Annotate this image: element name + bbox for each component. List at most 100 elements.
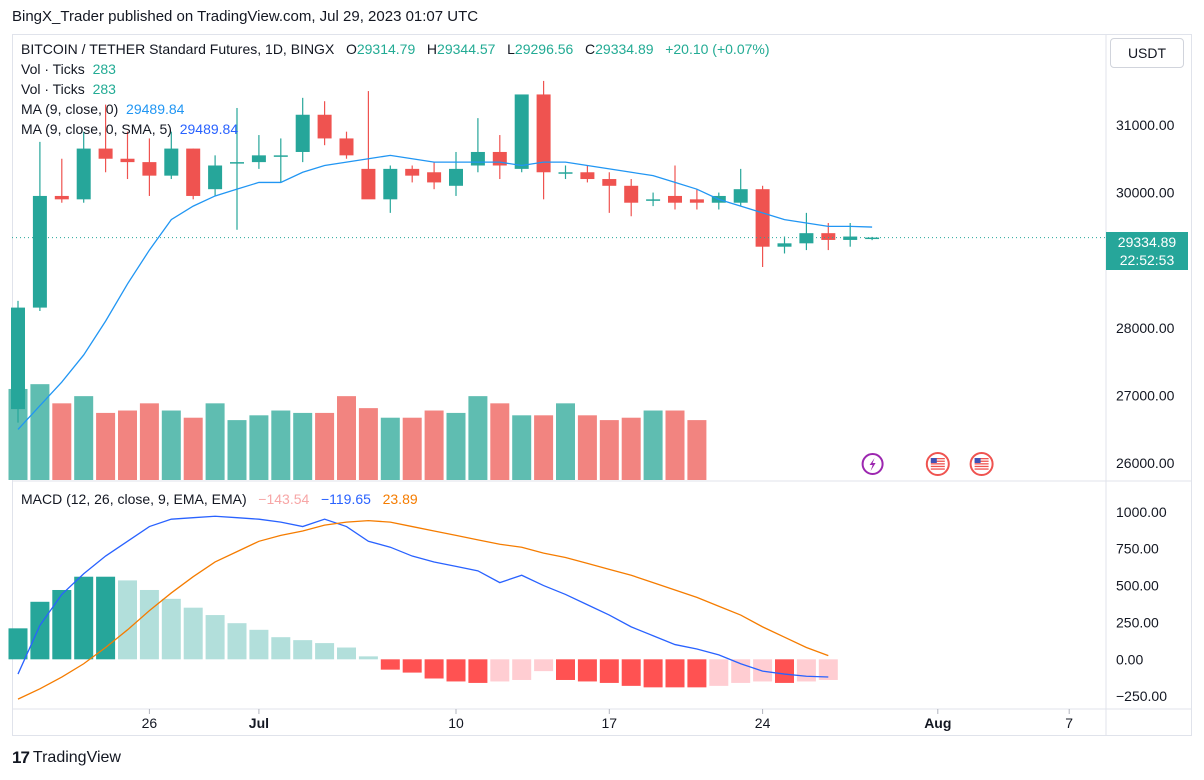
candle-body — [755, 189, 770, 247]
volume-bar — [271, 410, 291, 480]
price-tick-label: 31000.00 — [1116, 117, 1175, 133]
macd-histogram-bar — [227, 623, 247, 660]
candle-body — [120, 158, 135, 163]
candle-body — [536, 94, 551, 173]
volume-bar — [665, 410, 685, 480]
candle-body — [624, 185, 639, 203]
signal-line — [17, 520, 829, 700]
time-tick-label: Jul — [249, 715, 269, 731]
macd-histogram-bar — [8, 628, 28, 660]
flag-canton — [974, 458, 981, 463]
footer[interactable]: 17 TradingView — [12, 748, 121, 768]
change-value: +20.10 (+0.07%) — [665, 41, 770, 57]
macd-histogram-bar — [183, 607, 203, 660]
volume-bar — [512, 415, 532, 480]
volume-bar — [599, 420, 619, 480]
candle-body — [142, 162, 157, 176]
lightning-glyph — [869, 458, 876, 471]
vol-legend-2[interactable]: Vol · Ticks 283 — [21, 81, 116, 97]
volume-bar — [402, 417, 422, 480]
candle-body — [470, 151, 485, 166]
candle-body — [11, 307, 25, 410]
macd-histogram-bar — [446, 659, 466, 682]
macd-lines — [17, 515, 829, 700]
volume-bar — [315, 412, 335, 480]
vol-legend-1[interactable]: Vol · Ticks 283 — [21, 61, 116, 77]
candle-body — [449, 168, 463, 186]
low-value: 29296.56 — [514, 41, 574, 57]
time-tick-label: 7 — [1065, 715, 1073, 731]
macd-histogram-bar — [599, 659, 619, 683]
macd-histogram-bar — [731, 659, 751, 683]
volume-bar — [446, 412, 466, 480]
volume-bar — [468, 396, 488, 480]
macd-histogram-bar — [775, 659, 794, 683]
price-tick-label: 30000.00 — [1116, 185, 1175, 201]
time-tick-label: 24 — [755, 715, 771, 731]
close-value: 29334.89 — [595, 41, 654, 57]
macd-histogram-bar — [205, 615, 225, 660]
candle-body — [164, 148, 179, 176]
candle-body — [427, 172, 442, 183]
volume-bar — [358, 408, 378, 480]
ma-legend-2[interactable]: MA (9, close, 0, SMA, 5) 29489.84 — [21, 121, 239, 137]
macd-histogram-bar — [687, 659, 707, 688]
bar-countdown: 22:52:53 — [1119, 252, 1175, 268]
flag-stripe — [974, 468, 989, 470]
candle-body — [76, 148, 91, 200]
macd-histogram-bar — [424, 659, 444, 679]
time-tick-label: Aug — [924, 715, 951, 731]
volume-bar — [161, 410, 181, 480]
macd-histogram-bar — [161, 598, 181, 660]
symbol-title[interactable]: BITCOIN / TETHER Standard Futures, 1D, B… — [21, 41, 335, 57]
macd-histogram-bar — [271, 637, 291, 660]
volume-bar — [74, 396, 94, 480]
flag-stripe — [930, 468, 945, 470]
volume-bar — [577, 415, 597, 480]
volume-bar — [205, 403, 225, 480]
volume-bar — [424, 410, 444, 480]
macd-legend[interactable]: MACD (12, 26, close, 9, EMA, EMA) −143.5… — [21, 491, 418, 507]
flag-stripe — [930, 463, 945, 465]
macd-histogram-bar — [556, 659, 575, 680]
candle-body — [186, 148, 201, 196]
candle-body — [273, 155, 288, 157]
price-tick-label: 28000.00 — [1116, 320, 1175, 336]
macd-tick-label: 1000.00 — [1116, 504, 1167, 520]
macd-histogram-bar — [796, 659, 816, 682]
volume-bar — [52, 403, 72, 480]
macd-line — [17, 515, 829, 678]
macd-histogram-bar — [402, 659, 422, 673]
candle-body — [383, 168, 398, 200]
signal-value: 23.89 — [382, 491, 418, 507]
candle-body — [230, 162, 244, 164]
volume-bar — [96, 412, 116, 480]
ma-line — [12, 154, 1106, 430]
candle-body — [865, 237, 880, 240]
volume-bar — [118, 410, 137, 480]
macd-histogram-bar — [249, 629, 269, 660]
high-value: 29344.57 — [437, 41, 496, 57]
candle-body — [514, 94, 529, 169]
candle-body — [317, 114, 332, 139]
volume-bar — [621, 417, 641, 480]
last-price-badge: 29334.89 22:52:53 — [1106, 232, 1188, 270]
macd-histogram-bar — [709, 659, 729, 686]
ma-legend-1[interactable]: MA (9, close, 0) 29489.84 — [21, 101, 185, 117]
time-tick-label: 17 — [602, 715, 618, 731]
macd-tick-label: 0.00 — [1116, 651, 1143, 667]
candle-body — [821, 233, 836, 240]
macd-histogram-bar — [753, 659, 773, 682]
macd-histogram — [8, 576, 838, 688]
grid-lines — [12, 34, 1192, 736]
macd-histogram-bar — [490, 659, 510, 682]
volume-bar — [380, 417, 400, 480]
candle-body — [339, 138, 354, 156]
macd-histogram-bar — [818, 659, 838, 680]
candle-body — [208, 165, 223, 190]
macd-histogram-bar — [118, 580, 137, 660]
macd-tick-label: 750.00 — [1116, 541, 1159, 557]
currency-button[interactable]: USDT — [1110, 38, 1184, 68]
volume-bar — [8, 388, 28, 480]
